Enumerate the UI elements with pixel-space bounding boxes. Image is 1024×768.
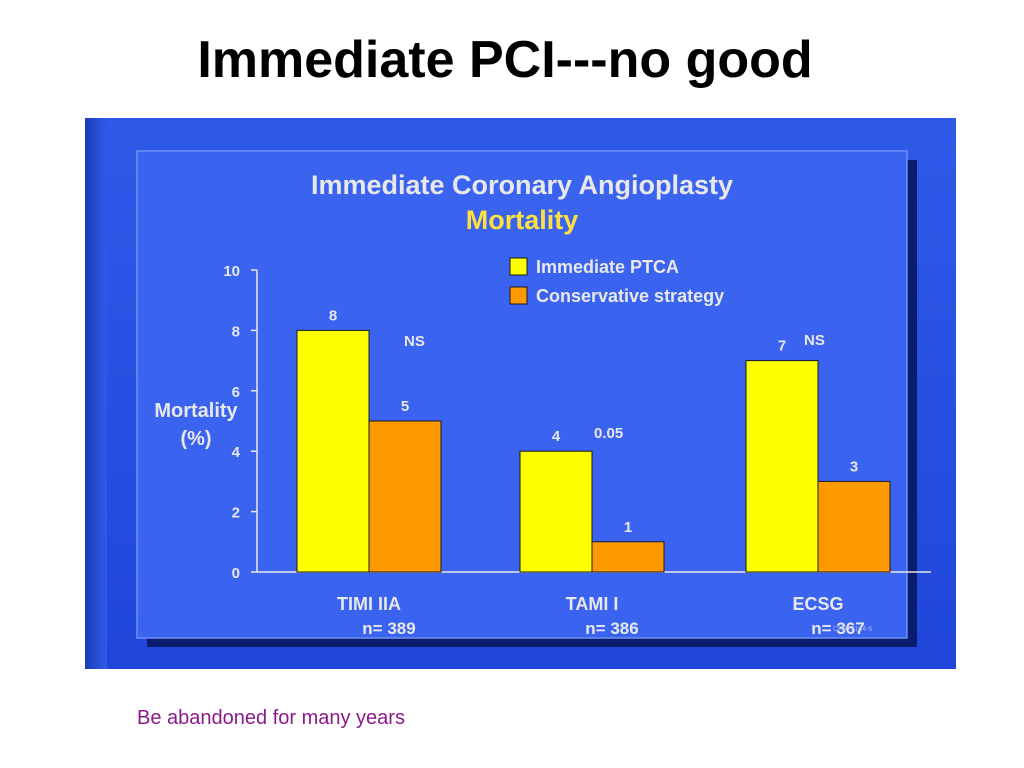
y-tick-label: 6 [232, 384, 240, 401]
x-category-n-label: n= 367 [811, 619, 864, 638]
bar-conservative-strategy [817, 480, 891, 573]
y-tick-label: 8 [232, 323, 240, 340]
y-tick-label: 4 [232, 444, 241, 461]
legend-swatch-immediate-ptca [509, 257, 528, 276]
x-category-n-label: n= 386 [585, 619, 638, 638]
bar-value-label: 7 [778, 338, 786, 355]
chart-title: Immediate Coronary Angioplasty [311, 170, 733, 200]
chart-figure: Immediate Coronary Angioplasty Mortality… [85, 118, 956, 669]
significance-label: NS [404, 333, 425, 350]
y-tick-label: 2 [232, 505, 240, 522]
x-category-label: TAMI I [566, 594, 619, 614]
y-axis-label-line1: Mortality [154, 400, 238, 422]
chart-left-edge [85, 118, 107, 669]
chart-bars [296, 329, 891, 573]
chart-svg: Immediate Coronary Angioplasty Mortality… [85, 118, 956, 669]
legend-label: Immediate PTCA [536, 257, 679, 277]
slide-caption: Be abandoned for many years [137, 707, 405, 729]
bar-conservative-strategy [368, 420, 442, 573]
legend-swatch-conservative-strategy [509, 286, 528, 305]
significance-label: 0.05 [594, 425, 623, 442]
bar-immediate-ptca [519, 450, 593, 573]
y-tick-label: 0 [232, 565, 240, 582]
x-category-label: ECSG [792, 594, 843, 614]
bar-value-label: 5 [401, 398, 409, 415]
footnote-code: CP877164-6 [833, 626, 872, 633]
significance-label: NS [804, 332, 825, 349]
x-category-n-label: n= 389 [362, 619, 415, 638]
y-axis-label-line2: (%) [180, 428, 211, 450]
bar-immediate-ptca [296, 329, 370, 573]
bar-value-label: 8 [329, 307, 337, 324]
chart-legend: Immediate PTCA Conservative strategy [509, 257, 724, 306]
slide-title: Immediate PCI---no good [197, 31, 813, 89]
bar-conservative-strategy [591, 541, 665, 573]
bar-value-label: 1 [624, 519, 632, 536]
bar-value-label: 4 [552, 428, 561, 445]
x-category-label: TIMI IIA [337, 594, 401, 614]
y-tick-label: 10 [223, 263, 240, 280]
chart-subtitle: Mortality [466, 205, 579, 235]
legend-label: Conservative strategy [536, 286, 724, 306]
bar-value-label: 3 [850, 458, 858, 475]
bar-immediate-ptca [745, 360, 819, 573]
chart-labels: 8 5 TIMI IIA n= 389 NS 4 1 TAMI I n= 386 0.05 7 3 EC… [329, 307, 865, 638]
